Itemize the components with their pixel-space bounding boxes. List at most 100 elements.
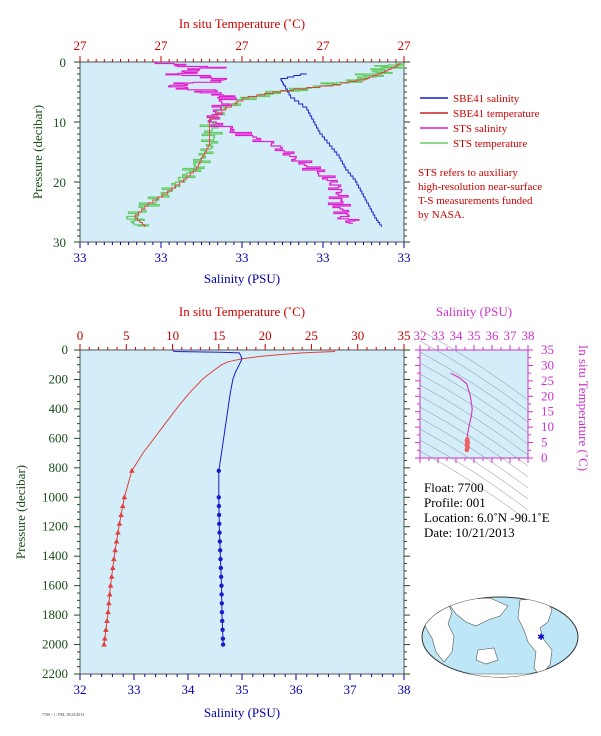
top-sal-tick: 33	[74, 250, 87, 265]
ts-sal-tick: 36	[486, 328, 500, 343]
salinity-sample-point	[218, 556, 223, 562]
float-info: Float: 7700 Profile: 001 Location: 6.0˚N…	[424, 480, 550, 540]
temperature-sample-point	[106, 600, 112, 606]
top-temp-tick: 27	[155, 38, 169, 53]
ts-temp-tick: 35	[541, 342, 554, 357]
profile-number: Profile: 001	[424, 495, 486, 510]
ts-temp-tick: 25	[541, 373, 554, 388]
ts-sal-axis-title: Salinity (PSU)	[436, 304, 512, 319]
sts-note-line: STS refers to auxiliary	[418, 167, 518, 179]
top-temp-tick: 27	[74, 38, 88, 53]
bottom-sal-tick: 36	[290, 682, 304, 697]
ts-temp-tick: 5	[541, 435, 548, 450]
bottom-temperature-line	[103, 350, 336, 645]
profile-date: Date: 10/21/2013	[424, 525, 515, 540]
density-contour	[419, 417, 529, 489]
density-contour	[419, 395, 529, 467]
bottom-sal-tick: 37	[344, 682, 358, 697]
float-position-marker: ✱	[537, 632, 545, 642]
bottom-sal-tick: 34	[182, 682, 196, 697]
top-sal-tick-labels: 33 33 33 33 33	[74, 250, 411, 265]
ts-sal-tick: 35	[468, 328, 481, 343]
ts-sal-tick: 37	[504, 328, 518, 343]
salinity-sample-point	[216, 468, 221, 473]
density-contour	[419, 329, 529, 401]
bottom-pressure-tick: 2000	[42, 637, 68, 652]
top-plot-area	[79, 61, 405, 243]
land-asia	[445, 597, 509, 627]
ts-panel: Salinity (PSU) 32 33 34 35 36 37 38 0510152025…	[414, 304, 591, 522]
bottom-sal-tick: 38	[398, 682, 411, 697]
bottom-pressure-tick: 400	[49, 401, 69, 416]
salinity-sample-point	[217, 539, 223, 544]
bottom-plot-area	[79, 349, 405, 675]
salinity-sample-point	[220, 627, 225, 633]
ts-sal-tick-labels: 32 33 34 35 36 37 38	[414, 328, 535, 343]
density-contour	[419, 362, 529, 434]
top-sal-tick: 33	[317, 250, 330, 265]
top-series-line-sbe41-temperature	[134, 63, 401, 227]
bottom-pressure-axis-title: Pressure (decibar)	[13, 465, 28, 559]
top-pressure-tick: 20	[53, 175, 66, 190]
top-series-line-sts-salinity	[154, 61, 360, 224]
legend-label-sbe-temperature: SBE41 temperature	[453, 108, 540, 120]
top-pressure-tick: 10	[53, 115, 66, 130]
temperature-sample-point	[107, 582, 114, 588]
ts-plot-content	[415, 329, 533, 522]
float-location: Location: 6.0˚N -90.1˚E	[424, 510, 550, 525]
ts-sal-tick: 33	[432, 328, 445, 343]
salinity-sample-point	[220, 642, 226, 647]
top-profile-lines	[126, 61, 405, 227]
bottom-tick-marks	[74, 344, 410, 680]
density-contour	[419, 406, 529, 478]
top-pressure-tick: 30	[53, 235, 66, 250]
ts-temp-tick: 0	[541, 450, 548, 465]
bottom-temp-tick: 0	[77, 328, 84, 343]
bottom-temp-tick: 30	[351, 328, 364, 343]
bottom-pressure-tick: 800	[49, 460, 69, 475]
temperature-sample-point	[108, 573, 115, 579]
salinity-sample-point	[219, 609, 225, 615]
top-pressure-tick: 0	[60, 55, 67, 70]
bottom-pressure-tick: 1400	[42, 548, 68, 563]
density-contour	[419, 384, 529, 456]
salinity-sample-point	[219, 583, 224, 588]
bottom-sal-tick: 32	[74, 682, 87, 697]
salinity-sample-point	[219, 601, 225, 606]
density-contour	[419, 351, 529, 423]
ts-sal-tick: 34	[450, 328, 464, 343]
density-contour	[419, 450, 529, 522]
ts-temp-axis-title: In situ Temperature (˚C)	[576, 345, 591, 471]
salinity-sample-point	[216, 495, 221, 500]
temperature-sample-point	[115, 529, 121, 535]
top-tick-marks	[74, 56, 410, 248]
bottom-sal-tick: 33	[128, 682, 141, 697]
bottom-pressure-tick: 1600	[42, 578, 68, 593]
salinity-sample-point	[217, 530, 222, 535]
bottom-temp-tick: 25	[305, 328, 318, 343]
temperature-sample-point	[113, 538, 120, 544]
salinity-sample-point	[217, 548, 223, 553]
bottom-sal-tick: 35	[236, 682, 249, 697]
sts-note-line: high-resolution near-surface	[418, 181, 542, 193]
temperature-sample-point	[129, 467, 135, 473]
temperature-sample-point	[103, 626, 109, 632]
bottom-pressure-tick: 200	[49, 371, 69, 386]
bottom-pressure-tick: 0	[62, 342, 69, 357]
bottom-panel: In situ Temperature (˚C) 0 5 10 15 20 25 30 35 …	[13, 304, 411, 720]
salinity-sample-point	[217, 521, 222, 526]
bottom-temp-tick: 5	[123, 328, 130, 343]
bottom-temp-tick: 20	[259, 328, 272, 343]
ts-temp-tick: 10	[541, 419, 554, 434]
top-sal-tick: 33	[155, 250, 168, 265]
top-temp-tick: 27	[398, 38, 412, 53]
salinity-sample-point	[218, 574, 224, 579]
salinity-sample-point	[220, 636, 226, 641]
density-contour	[419, 439, 529, 511]
top-legend: SBE41 salinity SBE41 temperature STS sal…	[420, 93, 540, 150]
bottom-temp-tick-labels: 0 5 10 15 20 25 30 35	[77, 328, 411, 343]
temperature-sample-point	[111, 556, 117, 562]
top-pressure-tick-labels: 0 10 20 30	[53, 55, 66, 250]
